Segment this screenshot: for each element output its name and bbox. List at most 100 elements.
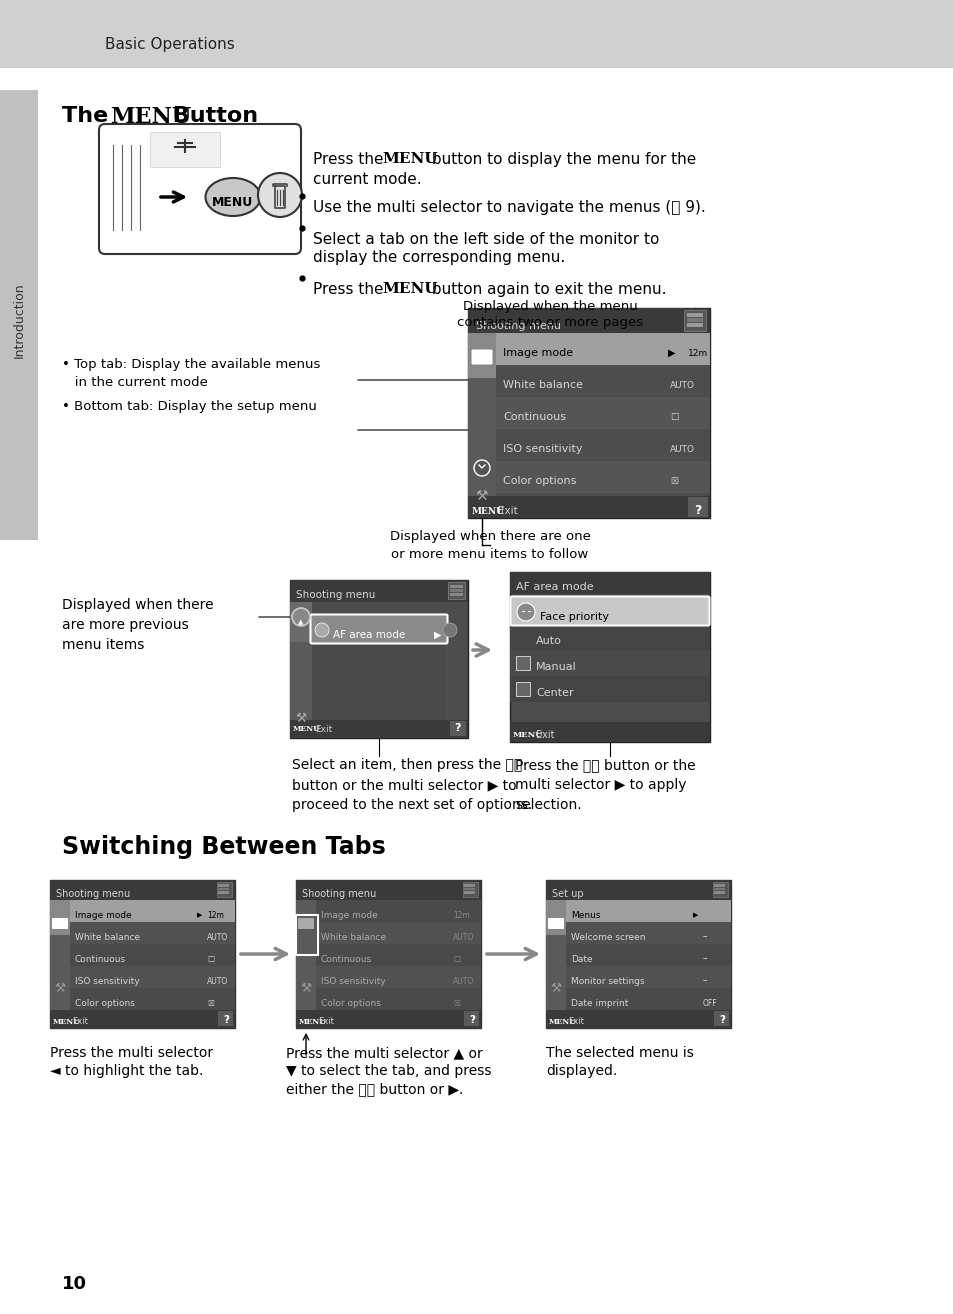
- Text: or more menu items to follow: or more menu items to follow: [391, 548, 588, 561]
- Text: Manual: Manual: [536, 662, 577, 671]
- Text: Shooting menu: Shooting menu: [302, 890, 375, 899]
- Bar: [545, 880, 730, 1028]
- Text: Use the multi selector to navigate the menus (Ⓜ 9).: Use the multi selector to navigate the m…: [313, 200, 705, 215]
- Text: Exit: Exit: [497, 506, 517, 516]
- Text: Date imprint: Date imprint: [571, 999, 628, 1008]
- Bar: [468, 332, 496, 378]
- Text: AUTO: AUTO: [669, 444, 695, 453]
- Text: 10: 10: [62, 1275, 87, 1293]
- Bar: [50, 880, 234, 900]
- Text: contains two or more pages: contains two or more pages: [456, 315, 642, 328]
- Text: White balance: White balance: [502, 380, 582, 390]
- Text: MENU: MENU: [472, 506, 504, 515]
- Text: ?: ?: [719, 1014, 724, 1025]
- Bar: [545, 880, 730, 900]
- Text: Color options: Color options: [502, 476, 576, 486]
- Bar: [50, 900, 70, 1028]
- Bar: [713, 884, 724, 887]
- Text: AUTO: AUTO: [669, 381, 695, 389]
- Bar: [468, 307, 709, 332]
- FancyBboxPatch shape: [510, 597, 709, 625]
- Bar: [545, 970, 565, 1005]
- Text: Exit: Exit: [536, 731, 554, 740]
- Text: Press the multi selector ▲ or: Press the multi selector ▲ or: [286, 1046, 482, 1060]
- Bar: [150, 131, 220, 167]
- Text: Shooting menu: Shooting menu: [476, 321, 560, 331]
- Text: □: □: [453, 954, 459, 963]
- Bar: [295, 1010, 480, 1028]
- Text: 12m: 12m: [687, 348, 707, 357]
- Bar: [218, 884, 229, 887]
- Bar: [468, 478, 496, 512]
- Circle shape: [257, 173, 302, 217]
- Bar: [545, 1010, 730, 1028]
- Bar: [545, 900, 565, 936]
- Text: Exit: Exit: [317, 1017, 334, 1026]
- Text: Press the: Press the: [313, 283, 388, 297]
- Text: --: --: [702, 933, 708, 942]
- Text: in the current mode: in the current mode: [62, 376, 208, 389]
- Bar: [463, 891, 475, 894]
- Text: ISO sensitivity: ISO sensitivity: [75, 976, 139, 986]
- Bar: [290, 579, 468, 738]
- Bar: [463, 888, 475, 890]
- Text: ▶: ▶: [692, 912, 698, 918]
- Bar: [218, 891, 229, 894]
- FancyBboxPatch shape: [471, 350, 492, 364]
- Text: Exit: Exit: [314, 724, 332, 733]
- Bar: [496, 397, 709, 428]
- Text: The selected menu is: The selected menu is: [545, 1046, 693, 1060]
- Text: ☒: ☒: [207, 999, 213, 1008]
- Text: Shooting menu: Shooting menu: [295, 590, 375, 600]
- Text: ▲: ▲: [298, 619, 303, 625]
- Text: MENU: MENU: [298, 1018, 327, 1026]
- Text: MENU: MENU: [110, 106, 191, 127]
- Text: ☒: ☒: [453, 999, 459, 1008]
- Bar: [565, 900, 730, 922]
- Text: □: □: [207, 954, 214, 963]
- Bar: [463, 1010, 478, 1026]
- Bar: [50, 970, 70, 1005]
- Bar: [496, 461, 709, 493]
- Ellipse shape: [205, 177, 260, 215]
- Circle shape: [474, 460, 490, 476]
- Bar: [450, 585, 462, 587]
- FancyBboxPatch shape: [297, 918, 314, 929]
- Bar: [70, 900, 234, 922]
- Text: MENU: MENU: [53, 1018, 81, 1026]
- Text: ▼ to select the tab, and press: ▼ to select the tab, and press: [286, 1064, 491, 1077]
- Text: 12m: 12m: [207, 911, 224, 920]
- Bar: [510, 675, 709, 702]
- Text: ▶: ▶: [434, 629, 441, 640]
- Bar: [510, 624, 709, 650]
- Text: ▶: ▶: [196, 912, 202, 918]
- Text: displayed.: displayed.: [545, 1064, 617, 1077]
- Bar: [462, 882, 477, 897]
- Text: MENU: MENU: [381, 152, 437, 166]
- Bar: [565, 943, 730, 966]
- Text: are more previous: are more previous: [62, 618, 189, 632]
- Circle shape: [442, 623, 456, 637]
- Bar: [70, 966, 234, 988]
- Text: White balance: White balance: [75, 933, 140, 942]
- Bar: [295, 900, 315, 1028]
- Bar: [70, 900, 234, 922]
- Text: Button: Button: [165, 106, 258, 126]
- Bar: [468, 495, 709, 518]
- Bar: [315, 900, 480, 922]
- Bar: [687, 497, 707, 516]
- Text: Color options: Color options: [320, 999, 380, 1008]
- Text: ☒: ☒: [669, 477, 678, 485]
- Text: Displayed when the menu: Displayed when the menu: [462, 300, 637, 313]
- Text: --: --: [702, 976, 708, 986]
- Text: AF area mode: AF area mode: [516, 582, 593, 593]
- Bar: [295, 880, 480, 900]
- Text: multi selector ▶ to apply: multi selector ▶ to apply: [515, 778, 686, 792]
- Bar: [290, 703, 312, 733]
- Bar: [496, 332, 709, 365]
- Text: MENU: MENU: [293, 725, 320, 733]
- Bar: [712, 882, 727, 897]
- Bar: [516, 682, 530, 696]
- Text: Press the: Press the: [313, 152, 388, 167]
- Bar: [468, 332, 496, 518]
